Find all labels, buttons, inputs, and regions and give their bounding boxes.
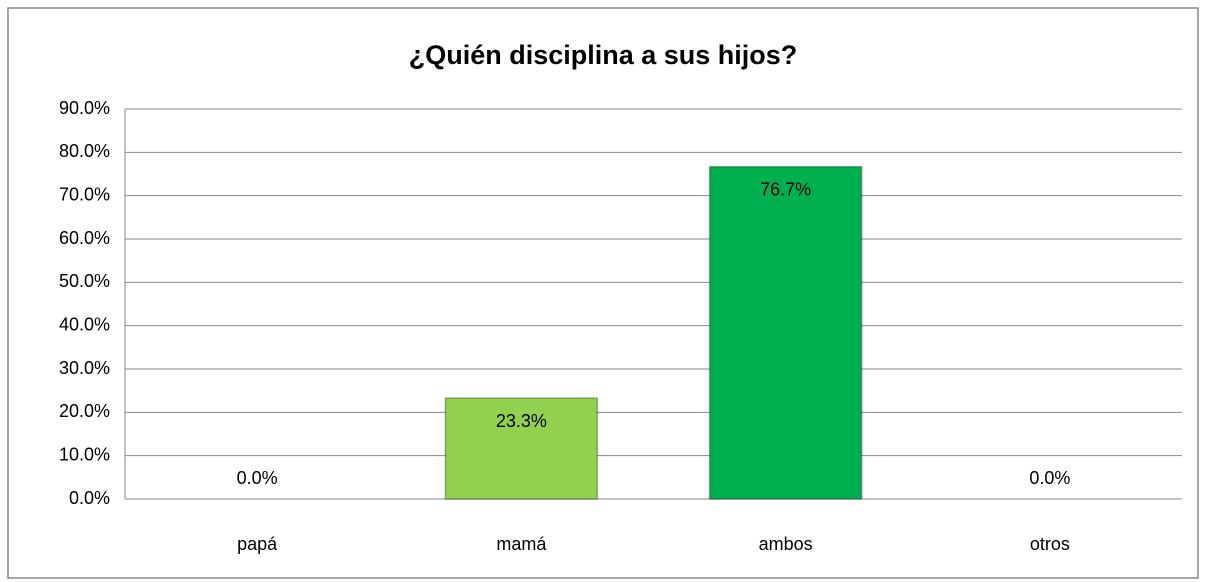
- y-tick-label: 30.0%: [59, 358, 110, 378]
- data-label: 76.7%: [760, 179, 811, 199]
- bar: [708, 165, 863, 500]
- y-tick-label: 90.0%: [59, 98, 110, 118]
- x-tick-label: papá: [237, 534, 278, 554]
- y-tick-label: 20.0%: [59, 401, 110, 421]
- data-label: 23.3%: [496, 411, 547, 431]
- y-tick-label: 70.0%: [59, 184, 110, 204]
- y-tick-label: 10.0%: [59, 444, 110, 464]
- x-tick-label: mamá: [496, 534, 547, 554]
- chart-title: ¿Quién disciplina a sus hijos?: [409, 40, 798, 70]
- y-tick-label: 50.0%: [59, 271, 110, 291]
- y-tick-label: 60.0%: [59, 228, 110, 248]
- y-tick-label: 0.0%: [69, 488, 110, 508]
- x-tick-label: otros: [1030, 534, 1070, 554]
- data-label: 0.0%: [1029, 468, 1070, 488]
- y-tick-label: 80.0%: [59, 141, 110, 161]
- bar: [444, 397, 599, 500]
- x-tick-label: ambos: [759, 534, 813, 554]
- y-tick-label: 40.0%: [59, 314, 110, 334]
- chart-border: [7, 7, 1199, 579]
- data-label: 0.0%: [237, 468, 278, 488]
